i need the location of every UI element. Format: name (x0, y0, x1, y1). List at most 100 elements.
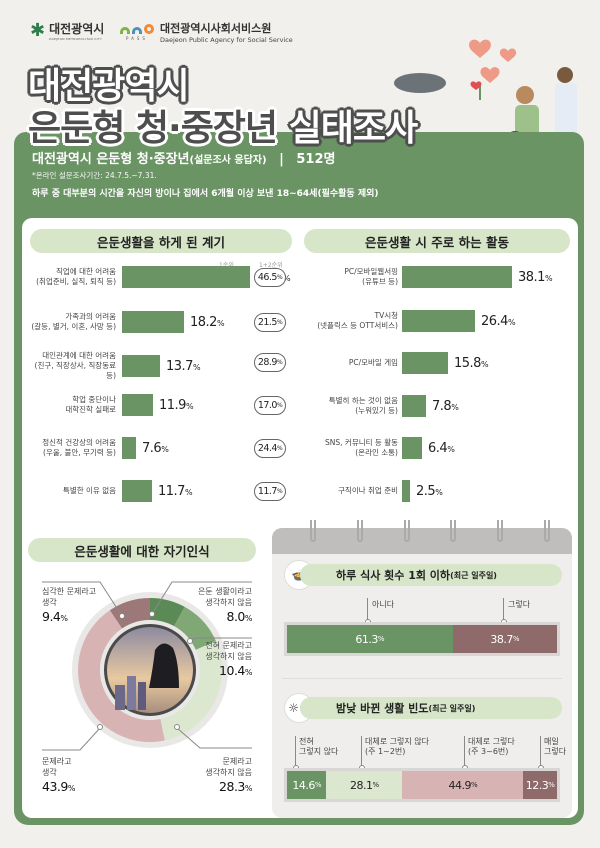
calendar-ring-icon (450, 520, 456, 542)
calendar-header (272, 528, 572, 554)
reason-bar (122, 394, 153, 416)
activity-row: SNS, 커뮤니티 등 활동 (온라인 소통) 6.4% (300, 437, 455, 459)
meal-no-tick (365, 598, 371, 625)
reason-label: 대인관계에 대한 어려움 (친구, 직장상사, 직장동료 등) (34, 351, 116, 380)
activity-row: PC/모바일웹서핑 (유튜브 등) 38.1% (300, 266, 553, 288)
reason-row: 정신적 건강상의 어려움 (우울, 불안, 무기력 등) 7.6% (30, 437, 169, 459)
calendar-ring-icon (497, 520, 503, 542)
daejeon-city-logo: ✱ 대전광역시 DAEJEON METROPOLITAN CITY (30, 20, 104, 41)
survey-period: *온라인 설문조사기간: 24.7.5.~7.31. (32, 171, 157, 180)
title-line1: 대전광역시 (28, 66, 190, 107)
reason-bar (122, 311, 184, 333)
reason-bar (122, 437, 136, 459)
reason-rank1-value: 11.7% (158, 483, 193, 499)
reason-row: 학업 중단이나 대학진학 실패로 11.9% (30, 394, 194, 416)
title-line2-dark: 은둔형 청·중장년 (28, 108, 278, 149)
reason-rank12-value: 46.5% (254, 268, 286, 287)
activity-label: PC/모바일웹서핑 (유튜브 등) (344, 267, 398, 286)
donut-label: 전혀 문제라고 생각하지 않음 10.4% (205, 641, 252, 678)
social-service-agency-logo: PASS 대전광역시사회서비스원 Daejeon Public Agency f… (120, 20, 293, 44)
rank1-header: 1순위 (219, 260, 234, 269)
reason-bar (122, 480, 152, 502)
meal-yes-label: 그렇다 (508, 600, 531, 609)
night-label: 전혀 그렇지 않다 (299, 737, 339, 756)
activity-row: PC/모바일 게임 15.8% (300, 352, 489, 374)
selfview-section-title: 은둔생활에 대한 자기인식 (28, 538, 256, 562)
reason-rank12-value: 21.5% (254, 313, 286, 332)
survey-subject: 대전광역시 은둔형 청·중장년 (32, 152, 190, 167)
reason-label: 정신적 건강상의 어려움 (우울, 불안, 무기력 등) (42, 438, 116, 457)
meal-no-segment: 61.3% (287, 625, 453, 653)
activity-value: 38.1% (518, 269, 553, 285)
night-segment: 14.6% (287, 771, 327, 799)
activity-section-title: 은둔생활 시 주로 하는 활동 (304, 229, 570, 253)
night-stacked-bar: 14.6% 28.1% 44.9% 12.3% (284, 768, 560, 802)
reason-rank1-value: 7.6% (142, 440, 169, 456)
activity-bar (402, 310, 475, 332)
reason-row: 직업에 대한 어려움(취업준비, 실직, 퇴직 등) 26.6% (30, 266, 291, 288)
donut-label: 문제라고 생각하지 않음 28.3% (205, 757, 252, 794)
respondent-count: 512명 (296, 152, 336, 167)
rank12-header: 1+2순위 (259, 262, 283, 269)
meal-yes-tick (501, 598, 507, 625)
activity-label: SNS, 커뮤니티 등 활동 (온라인 소통) (325, 438, 398, 457)
night-segment: 28.1% (326, 771, 403, 799)
meal-stacked-bar: 61.3% 38.7% (284, 622, 560, 656)
activity-value: 15.8% (454, 355, 489, 371)
activity-value: 7.8% (432, 398, 459, 414)
night-segment: 12.3% (523, 771, 557, 799)
night-label: 매일 그렇다 (544, 737, 567, 756)
night-tick (359, 736, 365, 771)
reason-row: 대인관계에 대한 어려움 (친구, 직장상사, 직장동료 등) 13.7% (30, 351, 201, 381)
night-segment: 44.9% (402, 771, 524, 799)
meal-no-label: 아니다 (372, 600, 395, 609)
reason-rank12-value: 24.4% (254, 439, 286, 458)
reason-row: 특별한 이유 없음 11.7% (30, 480, 193, 502)
survey-definition: 하루 중 대부분의 시간을 자신의 방이나 집에서 6개월 이상 보낸 18~6… (32, 189, 379, 199)
reason-bar (122, 266, 250, 288)
activity-value: 26.4% (481, 313, 516, 329)
reason-label: 직업에 대한 어려움 (취업준비, 실직, 퇴직 등) (36, 267, 116, 286)
activity-bar (402, 395, 426, 417)
reason-section-title: 은둔생활을 하게 된 계기 (30, 229, 292, 253)
donut-segment (77, 610, 165, 742)
meal-section-title: 하루 식사 횟수 1회 이하 (최근 일주일) (300, 564, 562, 586)
reason-rank1-value: 13.7% (166, 358, 201, 374)
donut-label: 문제라고 생각 43.9% (42, 757, 75, 794)
divider (282, 678, 562, 679)
meal-yes-segment: 38.7% (452, 625, 557, 653)
night-tick (462, 736, 468, 771)
reason-rank1-value: 18.2% (190, 314, 225, 330)
activity-label: 구직이나 취업 준비 (338, 486, 398, 495)
donut-label: 심각한 문제라고 생각 9.4% (42, 587, 97, 624)
activity-value: 6.4% (428, 440, 455, 456)
activity-bar (402, 480, 410, 502)
calendar-ring-icon (310, 520, 316, 542)
reason-label: 특별한 이유 없음 (62, 486, 116, 495)
agency-logo-text: 대전광역시사회서비스원 (160, 22, 272, 35)
city-logo-subtext: DAEJEON METROPOLITAN CITY (49, 37, 103, 41)
city-emblem-icon: ✱ (30, 19, 46, 41)
activity-label: PC/모바일 게임 (348, 358, 398, 367)
donut-segment (160, 640, 223, 741)
page-title: 대전광역시 은둔형 청·중장년 실태조사 (28, 66, 418, 150)
calendar-ring-icon (544, 520, 550, 542)
reason-row: 가족과의 어려움 (갈등, 별거, 이혼, 사망 등) 18.2% (30, 311, 225, 333)
night-label: 대체로 그렇지 않다 (주 1~2번) (365, 737, 429, 756)
survey-info: 대전광역시 은둔형 청·중장년(설문조사 응답자) | 512명 *온라인 설문… (32, 152, 379, 199)
night-tick (538, 736, 544, 771)
activity-row: 특별히 하는 것이 없음 (누워있기 등) 7.8% (300, 395, 459, 417)
night-section-title: 밤낮 바뀐 생활 빈도 (최근 일주일) (300, 697, 562, 719)
activity-bar (402, 352, 448, 374)
activity-bar (402, 266, 512, 288)
donut-label: 은둔 생활이라고 생각하지 않음 8.0% (197, 587, 253, 624)
city-logo-text: 대전광역시 (49, 22, 105, 36)
night-label: 대체로 그렇다 (주 3~6번) (468, 737, 515, 756)
reason-label: 가족과의 어려움 (갈등, 별거, 이혼, 사망 등) (31, 312, 116, 331)
activity-label: TV시청 (넷플릭스 등 OTT서비스) (317, 311, 398, 330)
activity-label: 특별히 하는 것이 없음 (누워있기 등) (328, 396, 398, 415)
night-tick (293, 736, 299, 771)
calendar-ring-icon (357, 520, 363, 542)
reason-rank12-value: 11.7% (254, 482, 286, 501)
reason-rank12-value: 28.9% (254, 353, 286, 372)
